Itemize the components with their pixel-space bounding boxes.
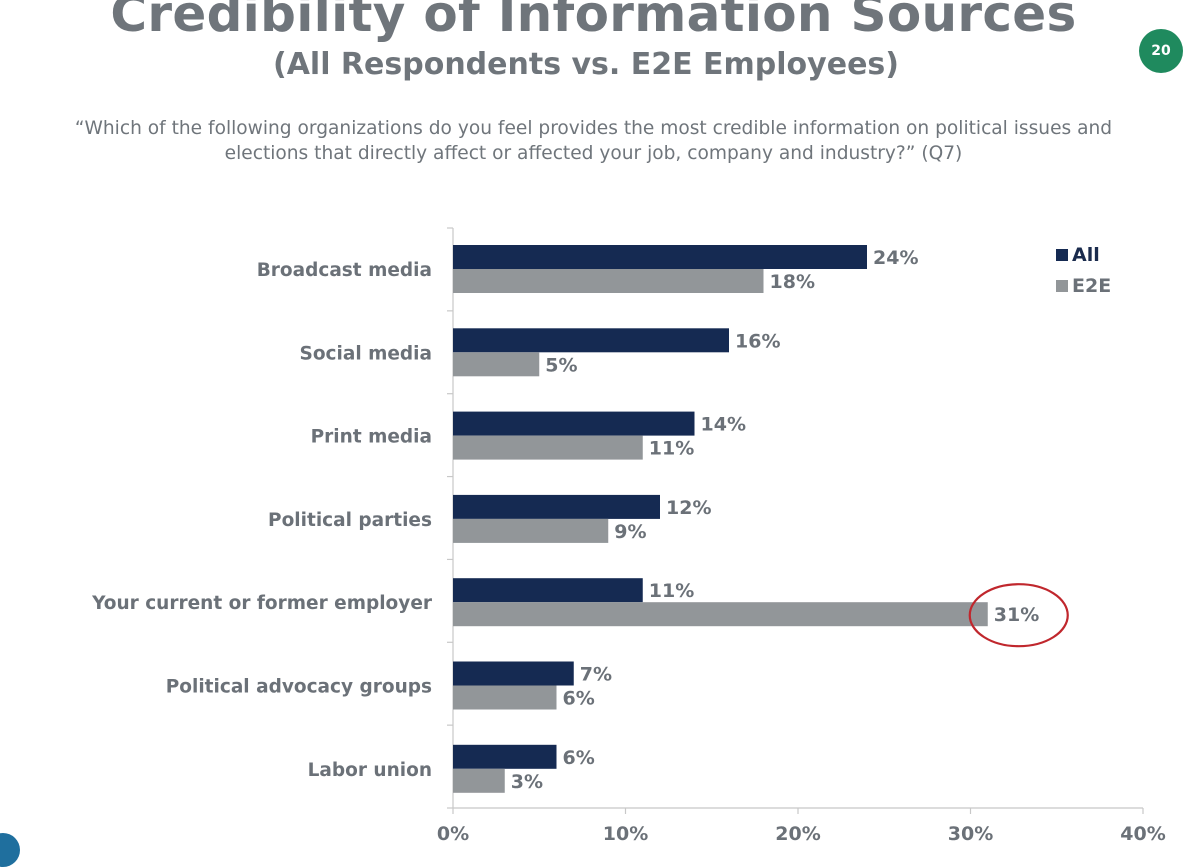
data-label-all: 24%: [873, 247, 918, 269]
bar-e2e: [453, 435, 643, 460]
bar-e2e: [453, 602, 988, 627]
x-tick-label: 40%: [1120, 823, 1165, 843]
data-label-e2e: 18%: [770, 271, 815, 293]
question-line-1: “Which of the following organizations do…: [74, 118, 1113, 139]
bar-e2e: [453, 768, 505, 793]
bar-e2e: [453, 685, 557, 710]
data-label-all: 6%: [563, 747, 595, 769]
data-label-all: 14%: [701, 414, 746, 436]
category-label: Political advocacy groups: [166, 677, 432, 698]
bar-e2e: [453, 352, 540, 377]
category-label: Labor union: [308, 760, 432, 781]
bar-all: [453, 411, 695, 436]
bar-all: [453, 328, 729, 353]
data-label-e2e: 3%: [511, 771, 543, 793]
data-label-e2e: 31%: [994, 604, 1039, 626]
category-label: Broadcast media: [257, 260, 432, 281]
bar-e2e: [453, 518, 609, 543]
data-label-e2e: 9%: [614, 521, 646, 543]
legend-label-e2e: E2E: [1072, 275, 1111, 297]
data-label-all: 16%: [735, 330, 780, 352]
bar-all: [453, 578, 643, 603]
question-line-2: elections that directly affect or affect…: [224, 143, 963, 164]
page-number-badge: 20: [1139, 29, 1183, 73]
slide-title: Credibility of Information Sources: [110, 0, 1077, 43]
data-label-all: 7%: [580, 664, 612, 686]
x-tick-label: 0%: [437, 823, 469, 843]
bar-chart: 0% 10% 20% 30% 40% Broadcast media 24% 18% Socia…: [91, 227, 1166, 843]
category-label: Political parties: [268, 510, 432, 531]
survey-question: “Which of the following organizations do…: [0, 116, 1187, 166]
legend-swatch-e2e: [1056, 280, 1068, 292]
page-number: 20: [1151, 43, 1171, 59]
data-label-all: 11%: [649, 580, 694, 602]
legend-label-all: All: [1072, 244, 1100, 266]
bar-all: [453, 245, 867, 269]
x-tick-label: 30%: [948, 823, 993, 843]
bar-all: [453, 494, 660, 519]
highlight-circle: [968, 583, 1069, 648]
data-label-e2e: 5%: [545, 354, 577, 376]
bar-e2e: [453, 269, 764, 293]
data-label-e2e: 11%: [649, 438, 694, 460]
legend-swatch-all: [1056, 249, 1068, 261]
data-label-e2e: 6%: [563, 688, 595, 710]
category-label: Social media: [300, 343, 433, 364]
bar-all: [453, 661, 574, 686]
x-tick-label: 10%: [603, 823, 648, 843]
category-label: Print media: [311, 427, 432, 448]
category-label: Your current or former employer: [91, 593, 433, 614]
slide-subtitle: (All Respondents vs. E2E Employees): [272, 47, 899, 82]
data-label-all: 12%: [666, 497, 711, 519]
bar-all: [453, 744, 557, 769]
x-tick-label: 20%: [775, 823, 820, 843]
